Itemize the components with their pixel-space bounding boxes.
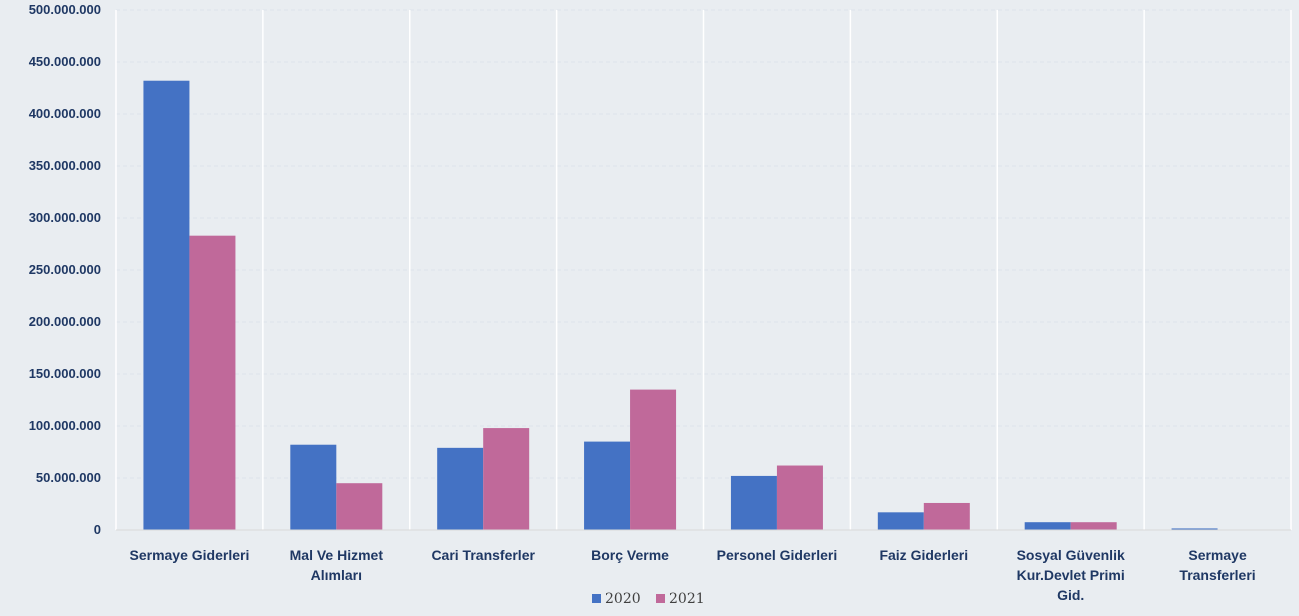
- legend: 2020 2021: [592, 591, 705, 607]
- y-tick-label: 400.000.000: [29, 106, 101, 121]
- bar-2020: [731, 476, 777, 530]
- y-tick-label: 200.000.000: [29, 314, 101, 329]
- bar-2021: [630, 390, 676, 530]
- y-axis-ticks: 0 50.000.000 100.000.000 150.000.000 200.000…: [29, 2, 101, 537]
- legend-swatch-2021: [656, 594, 665, 603]
- y-tick-label: 450.000.000: [29, 54, 101, 69]
- y-tick-label: 150.000.000: [29, 366, 101, 381]
- x-category-label: Cari Transferler: [431, 547, 535, 563]
- x-category-label: Mal Ve Hizmet Alımları: [290, 547, 384, 583]
- x-category-label: Borç Verme: [591, 547, 669, 563]
- legend-label: 2021: [669, 591, 705, 607]
- y-tick-label: 500.000.000: [29, 2, 101, 17]
- x-category-label: Faiz Giderleri: [879, 547, 968, 563]
- bar-2020: [437, 448, 483, 530]
- bar-2020: [143, 81, 189, 530]
- bar-2021: [1071, 522, 1117, 530]
- y-tick-label: 50.000.000: [36, 470, 101, 485]
- bar-2021: [777, 466, 823, 530]
- bar-2021: [336, 483, 382, 530]
- bar-2020: [290, 445, 336, 530]
- x-category-label: Sermaye Transferleri: [1179, 547, 1255, 583]
- legend-label: 2020: [605, 591, 641, 607]
- bar-2021: [483, 428, 529, 530]
- x-category-label: Personel Giderleri: [717, 547, 838, 563]
- y-tick-label: 0: [94, 522, 101, 537]
- legend-swatch-2020: [592, 594, 601, 603]
- y-tick-label: 100.000.000: [29, 418, 101, 433]
- bar-2020: [1025, 522, 1071, 530]
- x-category-label: Sosyal Güvenlik Kur.Devlet Primi Gid.: [1017, 547, 1125, 603]
- x-category-label: Sermaye Giderleri: [130, 547, 250, 563]
- y-tick-label: 350.000.000: [29, 158, 101, 173]
- bar-2020: [878, 512, 924, 530]
- bar-2021: [189, 236, 235, 530]
- bar-2020: [584, 442, 630, 530]
- y-tick-label: 250.000.000: [29, 262, 101, 277]
- y-tick-label: 300.000.000: [29, 210, 101, 225]
- bar-2021: [924, 503, 970, 530]
